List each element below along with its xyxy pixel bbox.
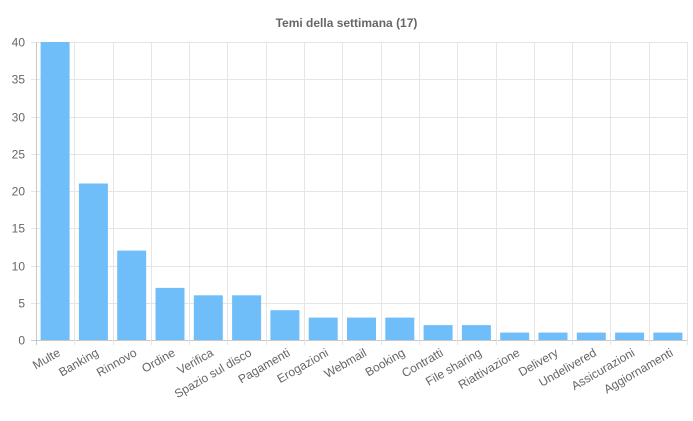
y-tick-label: 0: [18, 334, 25, 348]
y-tick-label: 30: [12, 111, 26, 125]
bar: [576, 332, 606, 340]
y-tick-label: 20: [12, 185, 26, 199]
bar: [347, 317, 376, 340]
x-tick-label: Ordine: [139, 345, 177, 375]
y-axis-ticks: 0 5 10 15 20 25 30 35 40: [12, 36, 26, 348]
x-tick-label: Rinnovo: [94, 345, 139, 379]
bar: [40, 42, 70, 340]
bar: [653, 332, 683, 340]
x-tick-label: Booking: [363, 345, 408, 379]
y-tick-label: 25: [12, 148, 26, 162]
bar: [270, 310, 300, 340]
y-tick-label: 5: [18, 297, 25, 311]
y-tick-label: 40: [12, 36, 26, 50]
y-tick-label: 15: [12, 222, 26, 236]
grid-layer: [31, 42, 688, 345]
bar: [423, 325, 453, 340]
bar: [78, 183, 108, 340]
bar: [117, 250, 147, 340]
bar: [308, 317, 338, 340]
x-tick-label: Banking: [56, 345, 101, 379]
y-tick-label: 10: [12, 260, 26, 274]
chart-title: Temi della settimana (17): [276, 16, 418, 30]
bar: [615, 332, 645, 340]
bar: [538, 332, 568, 340]
y-tick-label: 35: [12, 73, 26, 87]
x-tick-label: Webmail: [322, 345, 369, 380]
bar: [232, 295, 262, 340]
bar: [193, 295, 223, 340]
bar: [155, 287, 185, 340]
bar: [461, 325, 491, 340]
bar: [385, 317, 415, 340]
bars-layer: [40, 42, 683, 340]
bar: [500, 332, 530, 340]
